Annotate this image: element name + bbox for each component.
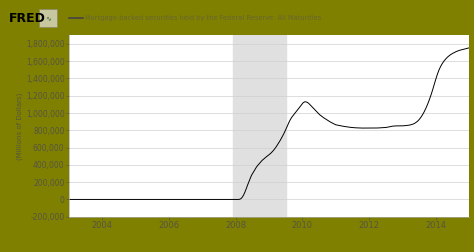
Text: ∿: ∿ <box>46 15 51 21</box>
Text: FRED: FRED <box>9 12 46 24</box>
Bar <box>233 35 286 217</box>
Text: Mortgage-backed securities held by the Federal Reserve: All Maturities: Mortgage-backed securities held by the F… <box>85 15 321 21</box>
FancyBboxPatch shape <box>39 9 57 27</box>
Y-axis label: (Millions of Dollars): (Millions of Dollars) <box>17 92 23 160</box>
